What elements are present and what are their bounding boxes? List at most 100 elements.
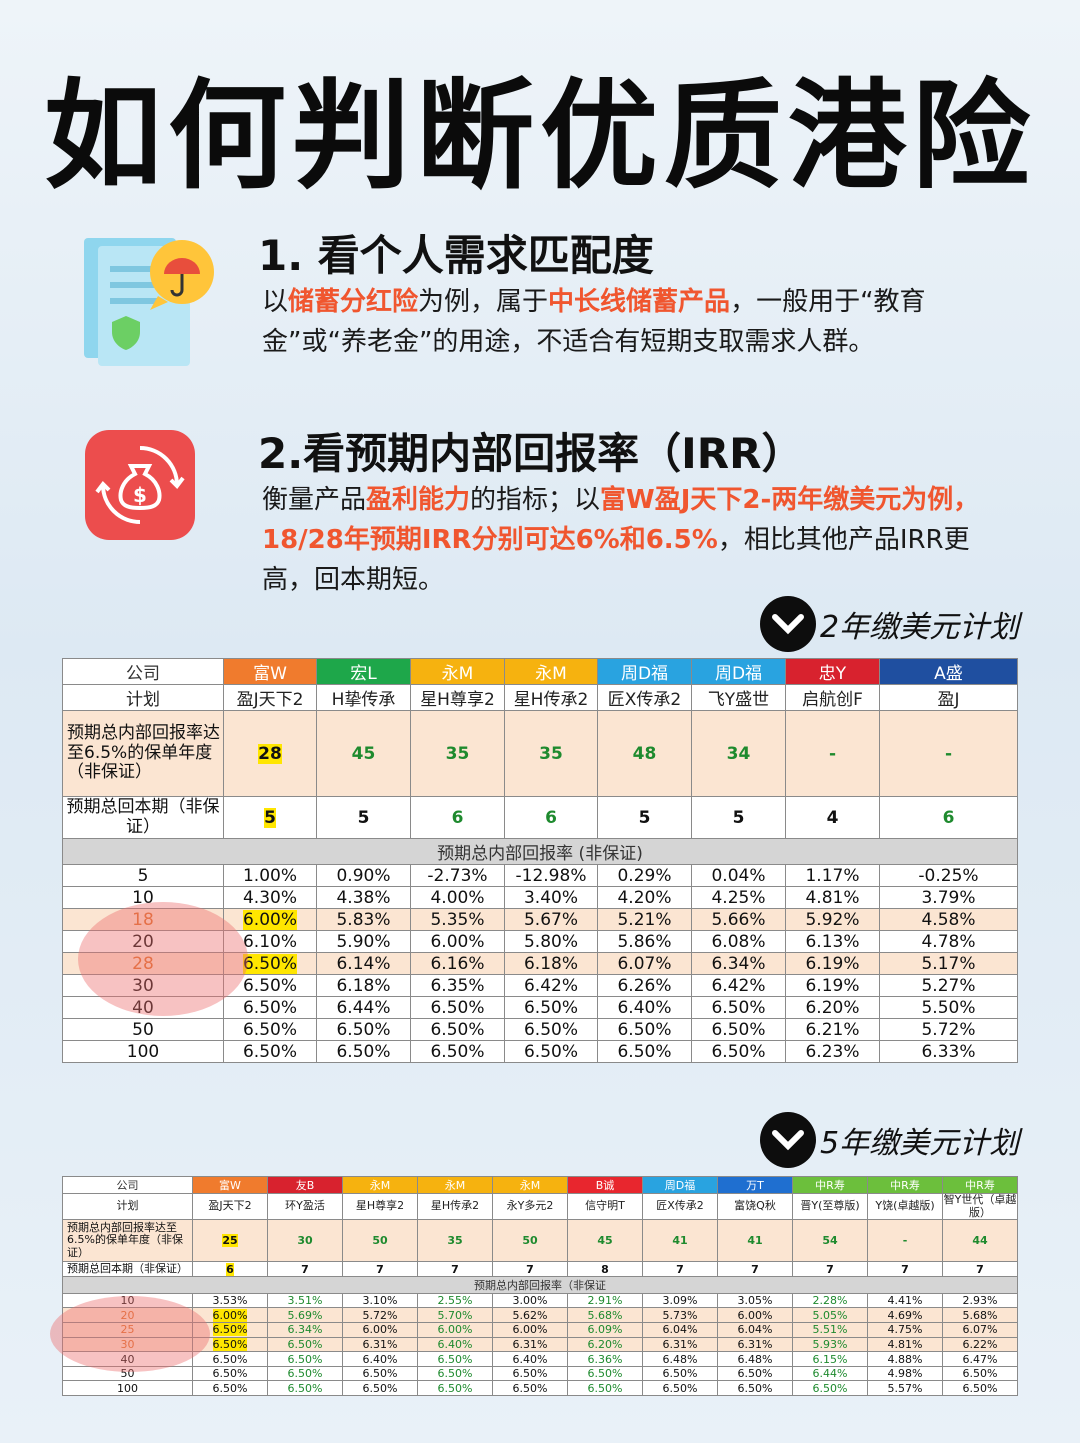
irr-row: 5 1.00% 0.90% -2.73% -12.98% 0.29% 0.04% 1.17% -…	[62, 864, 1018, 887]
plan-cell: 飞Y盛世	[691, 684, 786, 711]
irr-cell: 30	[62, 974, 224, 997]
irr-cell: 2.93%	[942, 1292, 1018, 1309]
reach-row: 预期总内部回报率达至6.5%的保单年度（非保证） 28 45 35 35 48 34- -	[62, 710, 1018, 797]
highlight-value: 6.50%	[212, 1323, 248, 1337]
irr-cell: 3.00%	[492, 1292, 568, 1309]
irr-cell: 4.88%	[867, 1351, 943, 1367]
company-cell: 永M	[492, 1176, 568, 1194]
irr-row: 18 6.00% 5.83% 5.35% 5.67% 5.21% 5.66% 5.92% 4.5…	[62, 908, 1018, 931]
company-cell: 中R寿	[942, 1176, 1018, 1194]
irr-cell: 4.78%	[879, 930, 1018, 953]
plan-cell: 信守明T	[567, 1192, 643, 1221]
reach-value: -	[879, 710, 1018, 797]
irr-cell: 25	[62, 1322, 193, 1338]
plan-cell: 晋Y(至尊版)	[792, 1192, 868, 1221]
irr-cell: 6.48%	[642, 1351, 718, 1367]
section1-body: 以储蓄分红险为例，属于中长线储蓄产品，一般用于“教育金”或“养老金”的用途，不适…	[262, 287, 926, 357]
irr-cell: 0.90%	[316, 864, 411, 887]
irr-cell: 6.50%	[492, 1380, 568, 1397]
payback-value: 4	[785, 796, 880, 839]
irr-cell: 6.50%	[192, 1336, 268, 1353]
reach-value: 25	[192, 1219, 268, 1263]
plan-5yr-label: 5年缴美元计划	[760, 1112, 1019, 1168]
irr-cell: 5.57%	[867, 1380, 943, 1397]
section2-body: 衡量产品盈利能力的指标；以富W盈J天下2-两年缴美元为例，18/28年预期IRR…	[262, 485, 980, 595]
irr-row: 25 6.50% 6.34% 6.00% 6.00% 6.00% 6.09% 6.04% 6.0…	[62, 1322, 1018, 1338]
reach-value: 50	[342, 1219, 418, 1263]
chevron-down-icon	[760, 1112, 816, 1168]
irr-cell: 5.27%	[879, 974, 1018, 997]
irr-cell: 6.31%	[492, 1336, 568, 1353]
company-cell: 中R寿	[792, 1176, 868, 1194]
company-cell: 友B	[267, 1176, 343, 1194]
irr-cell: 6.33%	[879, 1040, 1018, 1063]
irr-cell: 6.50%	[267, 1351, 343, 1367]
plan-row: 计划 盈J天下2 环Y盈活 星H尊享2 星H传承2 永Y多元2 信守明T 匠X传承2 富饶Q秋晋…	[62, 1192, 1018, 1221]
irr-cell: 4.00%	[410, 886, 505, 909]
irr-row: 28 6.50% 6.14% 6.16% 6.18% 6.07% 6.34% 6.19% 5.1…	[62, 952, 1018, 975]
reach-value: 48	[597, 710, 692, 797]
irr-cell: 100	[62, 1040, 224, 1063]
irr-cell: 6.31%	[717, 1336, 793, 1353]
irr-cell: 6.50%	[410, 996, 505, 1019]
highlight-value: 6.00%	[242, 909, 297, 930]
irr-cell: 6.50%	[504, 996, 598, 1019]
money-bag-cycle-icon: $	[85, 430, 195, 540]
irr-cell: 4.98%	[867, 1365, 943, 1382]
irr-cell: 4.81%	[785, 886, 880, 909]
irr-cell: 6.50%	[223, 1018, 317, 1041]
payback-value: 6	[879, 796, 1018, 839]
irr-cell: 5.86%	[597, 930, 692, 953]
irr-cell: 6.31%	[342, 1336, 418, 1353]
irr-cell: 5.51%	[792, 1322, 868, 1338]
plan-cell: 星H传承2	[504, 684, 598, 711]
irr-cell: 6.50%	[316, 1040, 411, 1063]
irr-cell: 6.04%	[717, 1322, 793, 1338]
irr-cell: 6.07%	[597, 952, 692, 975]
irr-cell: 6.35%	[410, 974, 505, 997]
plan-cell: 盈J	[879, 684, 1018, 711]
irr-cell: 6.50%	[267, 1336, 343, 1353]
chevron-down-icon	[760, 596, 816, 652]
irr-cell: 4.38%	[316, 886, 411, 909]
irr-cell: 6.50%	[417, 1365, 493, 1382]
irr-cell: 6.42%	[504, 974, 598, 997]
payback-label: 预期总回本期（非保证）	[62, 796, 224, 839]
irr-cell: 6.19%	[785, 974, 880, 997]
irr-cell: 5.69%	[267, 1307, 343, 1324]
irr-cell: 4.20%	[597, 886, 692, 909]
irr-row: 30 6.50% 6.18% 6.35% 6.42% 6.26% 6.42% 6.19% 5.2…	[62, 974, 1018, 997]
reach-value: -	[867, 1219, 943, 1263]
plan-cell: 星H尊享2	[410, 684, 505, 711]
irr-row: 20 6.00% 5.69% 5.72% 5.70% 5.62% 5.68% 5.73% 6.0…	[62, 1307, 1018, 1324]
reach-value: 54	[792, 1219, 868, 1263]
irr-cell: 5.66%	[691, 908, 786, 931]
page-title: 如何判断优质港险	[43, 67, 1036, 205]
irr-cell: 6.50%	[267, 1365, 343, 1382]
plan-cell: 富饶Q秋	[717, 1192, 793, 1221]
highlight-value: 6.00%	[212, 1308, 248, 1322]
irr-row: 10 4.30% 4.38% 4.00% 3.40% 4.20% 4.25% 4.81% 3.7…	[62, 886, 1018, 909]
reach-value: 34	[691, 710, 786, 797]
irr-cell: 6.50%	[342, 1380, 418, 1397]
irr-cell: 6.00%	[717, 1307, 793, 1324]
irr-cell: 6.50%	[597, 1040, 692, 1063]
irr-cell: 6.50%	[223, 974, 317, 997]
reach-label: 预期总内部回报率达至6.5%的保单年度（非保证）	[62, 710, 224, 797]
irr-cell: 6.31%	[642, 1336, 718, 1353]
irr-cell: 6.00%	[342, 1322, 418, 1338]
irr-cell: 6.44%	[316, 996, 411, 1019]
irr-cell: 50	[62, 1365, 193, 1382]
reach-value: 44	[942, 1219, 1018, 1263]
irr-cell: 3.10%	[342, 1292, 418, 1309]
irr-cell: -2.73%	[410, 864, 505, 887]
payback-value: 6	[504, 796, 598, 839]
irr-cell: 40	[62, 996, 224, 1019]
plan-cell: H挚传承	[316, 684, 411, 711]
payback-value: 8	[567, 1261, 643, 1277]
payback-value: 6	[192, 1261, 268, 1277]
company-cell: 公司	[62, 1176, 193, 1194]
irr-cell: 4.41%	[867, 1292, 943, 1309]
irr-cell: 4.75%	[867, 1322, 943, 1338]
company-cell: 万T	[717, 1176, 793, 1194]
